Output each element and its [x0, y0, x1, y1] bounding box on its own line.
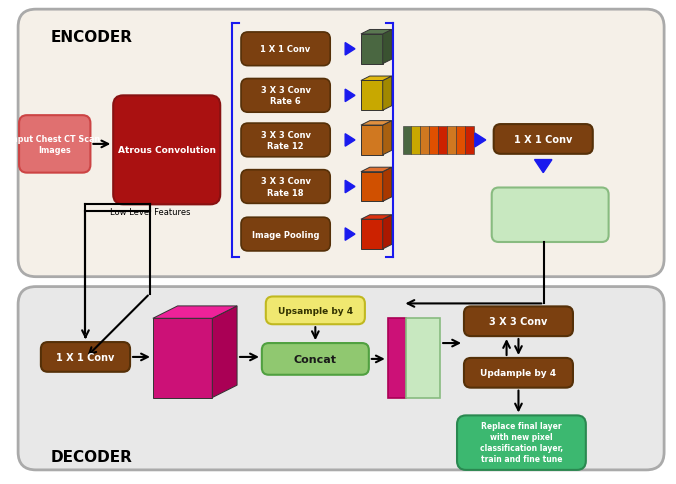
- Polygon shape: [383, 77, 391, 111]
- FancyBboxPatch shape: [262, 343, 369, 375]
- Polygon shape: [383, 168, 391, 202]
- Polygon shape: [345, 44, 355, 56]
- Polygon shape: [361, 30, 391, 35]
- Text: Input Chest CT Scan
Images: Input Chest CT Scan Images: [9, 135, 100, 154]
- Polygon shape: [535, 160, 552, 173]
- FancyBboxPatch shape: [241, 170, 330, 204]
- Bar: [402, 127, 412, 154]
- FancyBboxPatch shape: [491, 188, 608, 242]
- Bar: [412, 127, 420, 154]
- Text: Low Level Features: Low Level Features: [110, 207, 190, 216]
- Text: Replace final layer
with new pixel
classification layer,
train and fine tune: Replace final layer with new pixel class…: [480, 421, 563, 463]
- FancyBboxPatch shape: [113, 96, 220, 205]
- FancyBboxPatch shape: [241, 124, 330, 157]
- Text: 1 X 1 Conv: 1 X 1 Conv: [514, 135, 573, 145]
- Polygon shape: [361, 168, 391, 172]
- Text: 3 X 3 Conv: 3 X 3 Conv: [489, 317, 548, 327]
- Bar: [387, 318, 406, 398]
- Text: Atrous Convolution: Atrous Convolution: [118, 146, 216, 155]
- Bar: [438, 127, 447, 154]
- FancyBboxPatch shape: [18, 287, 664, 470]
- Polygon shape: [383, 215, 391, 249]
- Polygon shape: [345, 90, 355, 103]
- Polygon shape: [212, 306, 237, 398]
- Polygon shape: [153, 306, 237, 318]
- Polygon shape: [361, 35, 383, 64]
- FancyBboxPatch shape: [19, 116, 91, 173]
- FancyBboxPatch shape: [266, 297, 365, 325]
- FancyBboxPatch shape: [241, 33, 330, 66]
- Text: DECODER: DECODER: [51, 449, 132, 464]
- Polygon shape: [361, 126, 383, 155]
- Polygon shape: [361, 121, 391, 126]
- Polygon shape: [383, 30, 391, 64]
- FancyBboxPatch shape: [241, 218, 330, 251]
- Text: 1 X 1 Conv: 1 X 1 Conv: [56, 352, 115, 362]
- FancyBboxPatch shape: [464, 358, 573, 388]
- Text: ENCODER: ENCODER: [51, 30, 132, 45]
- FancyBboxPatch shape: [493, 125, 593, 154]
- FancyBboxPatch shape: [464, 307, 573, 336]
- Text: Upsample by 4: Upsample by 4: [278, 306, 353, 315]
- Polygon shape: [475, 134, 486, 148]
- Polygon shape: [361, 220, 383, 249]
- Bar: [465, 127, 474, 154]
- Polygon shape: [361, 215, 391, 220]
- FancyBboxPatch shape: [241, 79, 330, 113]
- Text: 3 X 3 Conv
Rate 6: 3 X 3 Conv Rate 6: [261, 86, 310, 106]
- Polygon shape: [345, 135, 355, 147]
- Polygon shape: [153, 318, 212, 398]
- FancyBboxPatch shape: [41, 342, 130, 372]
- Bar: [447, 127, 456, 154]
- Polygon shape: [345, 181, 355, 193]
- Text: 1 X 1 Conv: 1 X 1 Conv: [260, 45, 311, 54]
- Polygon shape: [383, 121, 391, 155]
- Text: 3 X 3 Conv
Rate 18: 3 X 3 Conv Rate 18: [261, 177, 310, 197]
- Bar: [456, 127, 465, 154]
- Text: 3 X 3 Conv
Rate 12: 3 X 3 Conv Rate 12: [261, 131, 310, 151]
- Polygon shape: [361, 81, 383, 111]
- FancyBboxPatch shape: [18, 10, 664, 277]
- FancyBboxPatch shape: [457, 416, 586, 470]
- Polygon shape: [345, 228, 355, 241]
- Text: Updample by 4: Updample by 4: [481, 368, 556, 378]
- Text: Concat: Concat: [294, 354, 337, 364]
- Bar: [406, 318, 440, 398]
- Bar: [420, 127, 429, 154]
- Bar: [429, 127, 438, 154]
- Polygon shape: [361, 77, 391, 81]
- Text: Image Pooling: Image Pooling: [252, 230, 319, 239]
- Polygon shape: [361, 172, 383, 202]
